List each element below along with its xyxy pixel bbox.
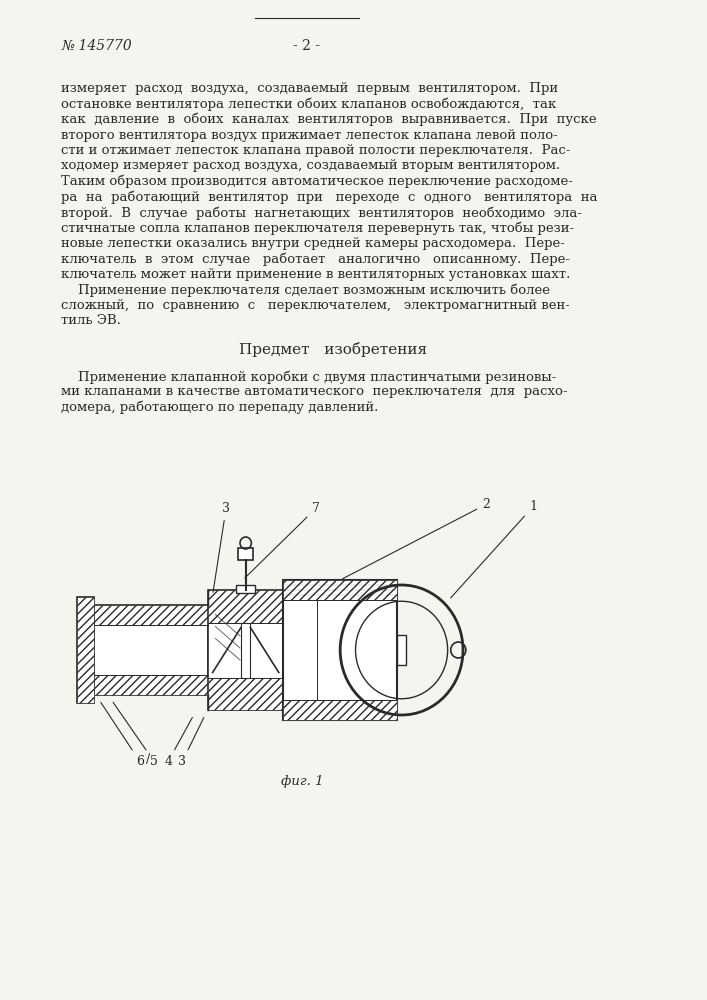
Text: ключатель может найти применение в вентиляторных установках шахт.: ключатель может найти применение в венти… — [62, 268, 571, 281]
Text: /: / — [146, 753, 151, 766]
Text: Предмет   изобретения: Предмет изобретения — [240, 342, 428, 357]
Bar — [208, 678, 284, 710]
Text: сложный,  по  сравнению  с   переключателем,   электромагнитный вен-: сложный, по сравнению с переключателем, … — [62, 299, 571, 312]
Bar — [284, 580, 397, 720]
Bar — [208, 590, 284, 710]
Bar — [241, 622, 250, 678]
Text: Применение клапанной коробки с двумя пластинчатыми резиновы-: Применение клапанной коробки с двумя пла… — [62, 370, 557, 383]
Text: 7: 7 — [245, 502, 320, 578]
Bar — [397, 635, 407, 665]
Text: 4: 4 — [164, 717, 192, 768]
Text: ра  на  работающий  вентилятор  при   переходе  с  одного   вентилятора  на: ра на работающий вентилятор при переходе… — [62, 190, 598, 204]
Text: Применение переключателя сделает возможным исключить более: Применение переключателя сделает возможн… — [62, 284, 551, 297]
Bar — [95, 605, 208, 695]
Bar — [78, 597, 95, 703]
Text: второго вентилятора воздух прижимает лепесток клапана левой поло-: второго вентилятора воздух прижимает леп… — [62, 128, 558, 141]
Text: стичнатые сопла клапанов переключателя перевернуть так, чтобы рези-: стичнатые сопла клапанов переключателя п… — [62, 222, 575, 235]
Text: остановке вентилятора лепестки обоих клапанов освобождаются,  так: остановке вентилятора лепестки обоих кла… — [62, 98, 557, 111]
Text: ходомер измеряет расход воздуха, создаваемый вторым вентилятором.: ходомер измеряет расход воздуха, создава… — [62, 159, 561, 172]
Text: 1: 1 — [450, 500, 537, 598]
Text: 3: 3 — [213, 502, 230, 592]
Text: домера, работающего по перепаду давлений.: домера, работающего по перепаду давлений… — [62, 401, 379, 414]
Text: новые лепестки оказались внутри средней камеры расходомера.  Пере-: новые лепестки оказались внутри средней … — [62, 237, 566, 250]
Text: 2: 2 — [343, 498, 490, 579]
Text: ми клапанами в качестве автоматического  переключателя  для  расхо-: ми клапанами в качестве автоматического … — [62, 385, 568, 398]
Bar — [284, 580, 397, 600]
Text: 3: 3 — [178, 717, 204, 768]
Bar — [208, 590, 284, 622]
Bar — [78, 597, 95, 703]
Bar — [238, 548, 253, 560]
Text: № 145770: № 145770 — [62, 39, 132, 53]
Text: фиг. 1: фиг. 1 — [281, 775, 324, 788]
Text: тиль ЭВ.: тиль ЭВ. — [62, 314, 122, 328]
Text: - 2 -: - 2 - — [293, 39, 320, 53]
Bar — [95, 605, 208, 625]
Text: Таким образом производится автоматическое переключение расходоме-: Таким образом производится автоматическо… — [62, 175, 573, 188]
Bar — [236, 585, 255, 593]
Text: как  давление  в  обоих  каналах  вентиляторов  выравнивается.  При  пуске: как давление в обоих каналах вентиляторо… — [62, 113, 597, 126]
Text: 6: 6 — [100, 702, 144, 768]
Text: второй.  В  случае  работы  нагнетающих  вентиляторов  необходимо  эла-: второй. В случае работы нагнетающих вент… — [62, 206, 583, 220]
Bar — [95, 675, 208, 695]
Text: 5: 5 — [113, 702, 158, 768]
Bar — [284, 700, 397, 720]
Text: измеряет  расход  воздуха,  создаваемый  первым  вентилятором.  При: измеряет расход воздуха, создаваемый пер… — [62, 82, 559, 95]
Text: ключатель  в  этом  случае   работает   аналогично   описанному.  Пере-: ключатель в этом случае работает аналоги… — [62, 252, 571, 266]
Text: сти и отжимает лепесток клапана правой полости переключателя.  Рас-: сти и отжимает лепесток клапана правой п… — [62, 144, 571, 157]
